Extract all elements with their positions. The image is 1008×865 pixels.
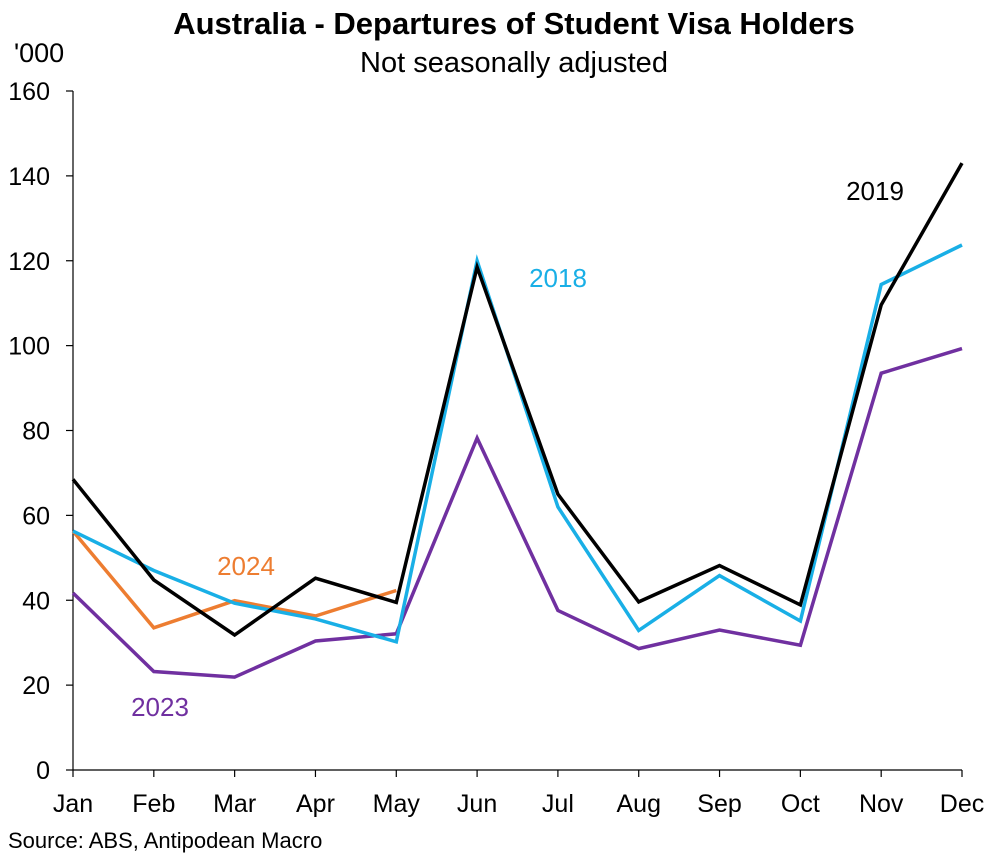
- series-label-2018: 2018: [529, 263, 587, 293]
- x-tick-label: Jun: [457, 790, 497, 818]
- x-tick-label: Oct: [781, 790, 820, 818]
- series-line-2019: [71, 162, 964, 638]
- axes: 0 20 40 60 80 100 120 140 160 Jan Feb Mar Apr May Jun J…: [8, 78, 984, 818]
- x-tick-label: Mar: [213, 790, 256, 818]
- y-unit-label: '000: [14, 38, 64, 68]
- x-tick-label: Jan: [53, 790, 93, 818]
- y-tick-label: 120: [8, 248, 50, 276]
- x-tick-label: Feb: [132, 790, 175, 818]
- y-tick-label: 100: [8, 333, 50, 361]
- x-tick-label: Dec: [940, 790, 984, 818]
- series-label-2019: 2019: [846, 176, 904, 206]
- series-labels: 2019 2018 2023 2024: [131, 176, 904, 722]
- chart-title: Australia - Departures of Student Visa H…: [173, 6, 855, 41]
- series-line-2018: [72, 243, 963, 644]
- x-tick-label: Jul: [542, 790, 574, 818]
- x-tick-label: Nov: [859, 790, 904, 818]
- chart-subtitle: Not seasonally adjusted: [360, 47, 668, 79]
- y-tick-label: 80: [22, 418, 50, 446]
- y-tick-label: 20: [22, 672, 50, 700]
- source-note: Source: ABS, Antipodean Macro: [8, 828, 322, 853]
- y-tick-label: 140: [8, 163, 50, 191]
- x-tick-label: Apr: [296, 790, 335, 818]
- x-tick-label: Sep: [697, 790, 741, 818]
- y-tick-label: 160: [8, 78, 50, 106]
- y-tick-label: 60: [22, 502, 50, 530]
- x-tick-label: Aug: [616, 790, 660, 818]
- y-tick-label: 40: [22, 587, 50, 615]
- series-label-2023: 2023: [131, 692, 189, 722]
- y-tick-label: 0: [36, 757, 50, 785]
- series-lines: [71, 162, 964, 679]
- series-label-2024: 2024: [217, 551, 275, 581]
- x-tick-label: May: [373, 790, 421, 818]
- series-line-2024: [71, 529, 397, 630]
- series-line-2023: [71, 346, 963, 679]
